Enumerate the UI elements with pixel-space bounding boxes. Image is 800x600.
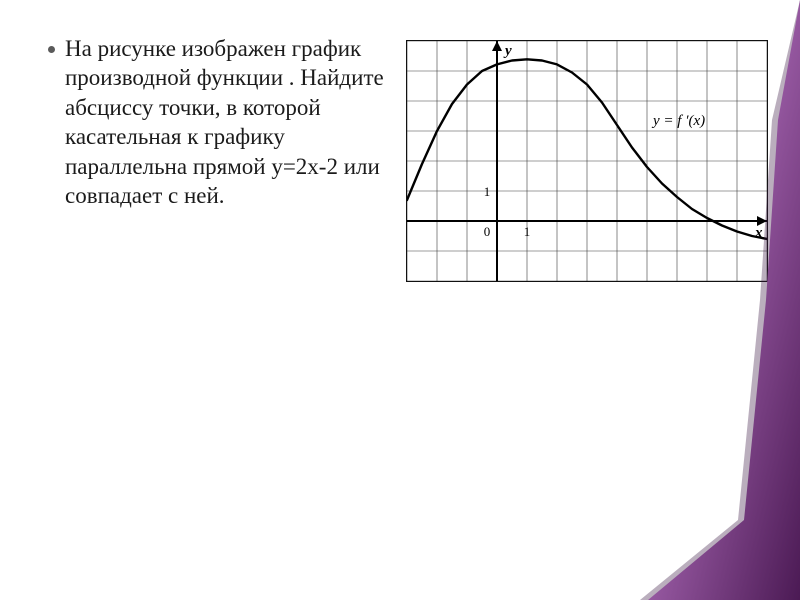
svg-text:y = f ′(x): y = f ′(x)	[651, 113, 705, 129]
bullet-item: На рисунке изображен график производной …	[48, 34, 390, 211]
slide: На рисунке изображен график производной …	[0, 0, 800, 600]
svg-text:y: y	[503, 43, 512, 59]
svg-text:0: 0	[484, 224, 491, 239]
chart-column: yx011y = f ′(x)	[400, 0, 800, 600]
derivative-chart: yx011y = f ′(x)	[407, 41, 767, 281]
bullet-dot-icon	[48, 46, 55, 53]
svg-text:1: 1	[484, 184, 491, 199]
problem-text: На рисунке изображен график производной …	[65, 34, 390, 211]
text-column: На рисунке изображен график производной …	[0, 0, 400, 600]
chart-frame: yx011y = f ′(x)	[406, 40, 768, 282]
svg-text:1: 1	[524, 224, 531, 239]
